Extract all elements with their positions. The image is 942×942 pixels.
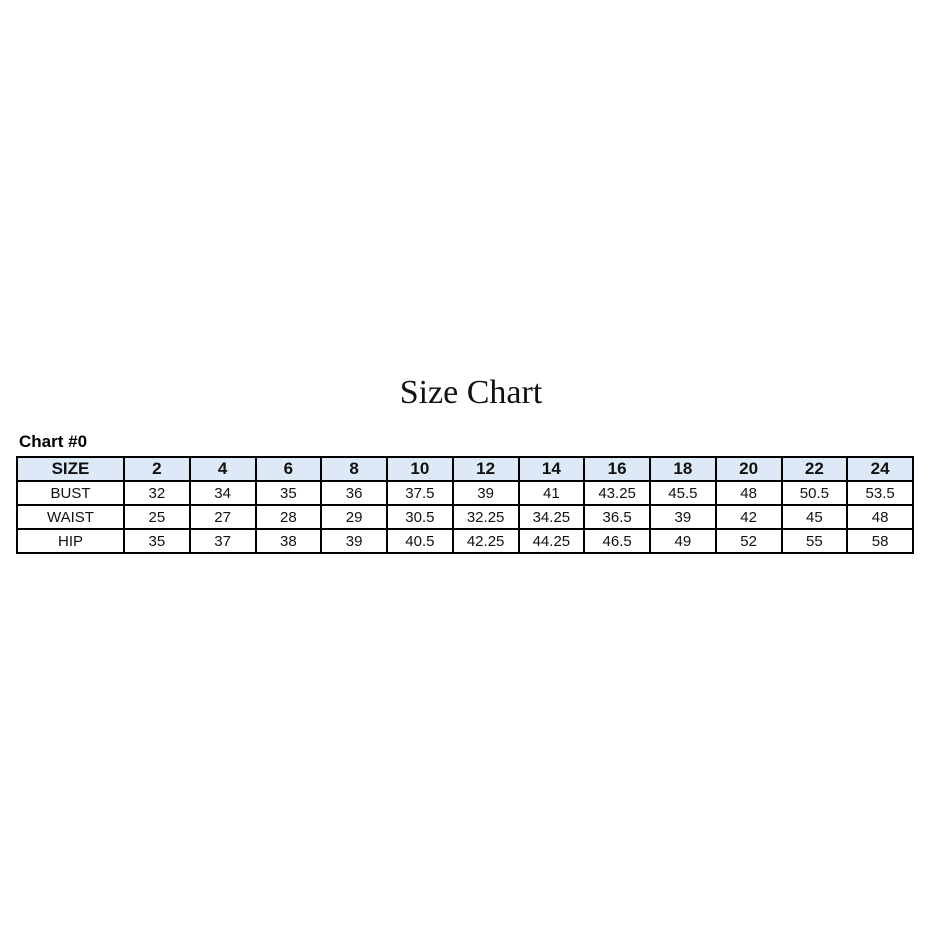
table-cell: 39 xyxy=(649,504,717,530)
header-cell: 4 xyxy=(188,456,257,482)
table-cell: 41 xyxy=(517,480,586,506)
row-label: HIP xyxy=(16,528,125,554)
header-cell: 6 xyxy=(254,456,323,482)
table-cell: 49 xyxy=(649,528,717,554)
header-cell: 12 xyxy=(451,456,520,482)
page-title: Size Chart xyxy=(399,374,543,411)
header-cell-size: SIZE xyxy=(16,456,125,482)
table-cell: 32.25 xyxy=(451,504,520,530)
table-cell: 40.5 xyxy=(386,528,454,554)
row-label: BUST xyxy=(16,480,125,506)
table-cell: 39 xyxy=(320,528,388,554)
table-cell: 45 xyxy=(780,504,849,530)
table-cell: 37 xyxy=(188,528,257,554)
table-cell: 27 xyxy=(188,504,257,530)
table-cell: 35 xyxy=(123,528,191,554)
header-row: SIZE 2 4 6 8 10 12 14 16 18 20 22 24 xyxy=(16,456,914,482)
table-cell: 55 xyxy=(780,528,849,554)
table-cell: 36 xyxy=(320,480,388,506)
table-cell: 39 xyxy=(451,480,520,506)
table-cell: 43.25 xyxy=(583,480,651,506)
table-cell: 34 xyxy=(188,480,257,506)
header-cell: 2 xyxy=(123,456,191,482)
table-cell: 30.5 xyxy=(386,504,454,530)
table-cell: 42 xyxy=(714,504,783,530)
table-cell: 44.25 xyxy=(517,528,586,554)
table-cell: 25 xyxy=(123,504,191,530)
table-cell: 32 xyxy=(123,480,191,506)
row-label: WAIST xyxy=(16,504,125,530)
table-cell: 46.5 xyxy=(583,528,651,554)
header-cell: 20 xyxy=(714,456,783,482)
chart-subtitle: Chart #0 xyxy=(19,432,88,451)
table-cell: 34.25 xyxy=(517,504,586,530)
table-cell: 45.5 xyxy=(649,480,717,506)
table-cell: 50.5 xyxy=(780,480,849,506)
header-cell: 10 xyxy=(386,456,454,482)
size-chart-table: SIZE 2 4 6 8 10 12 14 16 18 20 22 24 BUST 32 34 35 36 37.… xyxy=(16,456,914,554)
table-row: WAIST 25 27 28 29 30.5 32.25 34.25 36.5 39 42 45 48 xyxy=(16,504,914,530)
table-cell: 48 xyxy=(714,480,783,506)
header-cell: 18 xyxy=(649,456,717,482)
table-row: BUST 32 34 35 36 37.5 39 41 43.25 45.5 48 50.5 53.5 xyxy=(16,480,914,506)
table-cell: 58 xyxy=(846,528,914,554)
table-cell: 37.5 xyxy=(386,480,454,506)
header-cell: 22 xyxy=(780,456,849,482)
table-cell: 36.5 xyxy=(583,504,651,530)
table-row: HIP 35 37 38 39 40.5 42.25 44.25 46.5 49 52 55 58 xyxy=(16,528,914,554)
table-cell: 48 xyxy=(846,504,914,530)
header-cell: 16 xyxy=(583,456,651,482)
table-cell: 52 xyxy=(714,528,783,554)
table-cell: 29 xyxy=(320,504,388,530)
header-cell: 8 xyxy=(320,456,388,482)
header-cell: 14 xyxy=(517,456,586,482)
header-cell: 24 xyxy=(846,456,914,482)
table-cell: 42.25 xyxy=(451,528,520,554)
table-cell: 35 xyxy=(254,480,323,506)
table-cell: 38 xyxy=(254,528,323,554)
table-cell: 28 xyxy=(254,504,323,530)
table-cell: 53.5 xyxy=(846,480,914,506)
